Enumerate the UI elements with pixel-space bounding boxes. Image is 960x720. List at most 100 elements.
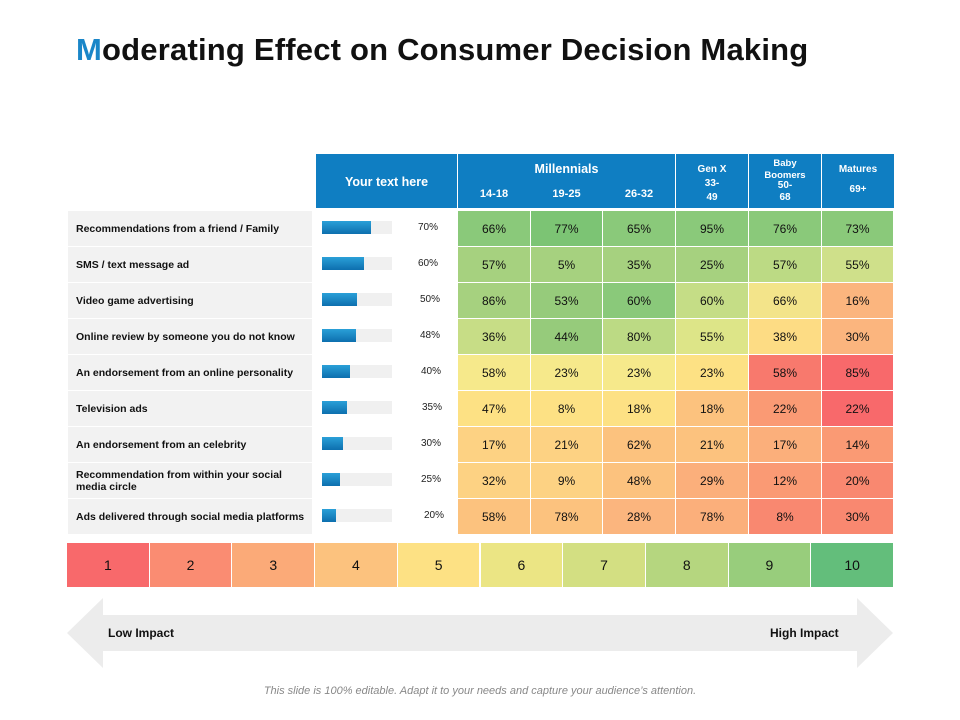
title-first-letter: M <box>76 32 103 67</box>
row-percent: 20% <box>423 510 444 521</box>
table-cell: 62% <box>603 427 676 463</box>
table-cell: 9% <box>531 463 603 499</box>
table-cell: 73% <box>822 211 894 247</box>
header-bb-l1: Baby <box>773 158 797 169</box>
row-bar-fill <box>322 437 343 450</box>
row-bar-track <box>322 257 392 270</box>
row-bar-track <box>322 473 392 486</box>
header-genx-l2: 33- <box>704 178 720 189</box>
scale-step-6: 6 <box>480 543 564 587</box>
row-percent: 25% <box>420 474 441 485</box>
table-cell: 17% <box>458 427 531 463</box>
scale-step-4: 4 <box>315 543 398 587</box>
table-cell: 80% <box>603 319 676 355</box>
table-cell: 48% <box>603 463 676 499</box>
header-matures: Matures 69+ <box>822 154 894 208</box>
table-cell: 58% <box>749 355 822 391</box>
header-mat-l2: 69+ <box>849 184 867 195</box>
table-cell: 36% <box>458 319 531 355</box>
table-cell: 22% <box>749 391 822 427</box>
row-label: Television ads <box>68 391 312 426</box>
table-cell: 30% <box>822 499 894 535</box>
row-bar-track <box>322 365 392 378</box>
table-cell: 18% <box>603 391 676 427</box>
header-your-text-label: Your text here <box>344 175 429 189</box>
table-cell: 76% <box>749 211 822 247</box>
row-label: Online review by someone you do not know <box>68 319 312 354</box>
row-bar-fill <box>322 509 336 522</box>
table-cell: 66% <box>458 211 531 247</box>
table-cell: 8% <box>749 499 822 535</box>
high-impact-label: High Impact <box>770 626 839 640</box>
header-millennials-label: Millennials <box>534 162 599 176</box>
header-m3: 26-32 <box>624 188 654 200</box>
scale-step-7: 7 <box>563 543 646 587</box>
row-bar-track <box>322 221 392 234</box>
table-cell: 12% <box>749 463 822 499</box>
header-m2: 19-25 <box>552 188 581 200</box>
row-label: Video game advertising <box>68 283 312 318</box>
table-cell: 20% <box>822 463 894 499</box>
table-cell: 58% <box>458 499 531 535</box>
table-cell: 25% <box>676 247 749 283</box>
row-bar-fill <box>322 293 357 306</box>
row-percent: 35% <box>421 402 442 413</box>
row-bar-track <box>322 293 392 306</box>
table-cell: 16% <box>822 283 894 319</box>
table-cell: 44% <box>531 319 603 355</box>
impact-arrow <box>67 598 893 668</box>
header-bb-l2: Boomers <box>764 170 806 181</box>
row-label: SMS / text message ad <box>68 247 312 282</box>
table-cell: 86% <box>458 283 531 319</box>
row-bar-fill <box>322 329 356 342</box>
row-label: An endorsement from an online personalit… <box>68 355 312 390</box>
row-percent: 30% <box>420 438 441 449</box>
header-genx: Gen X 33- 49 <box>676 154 748 208</box>
row-bar-fill <box>322 365 350 378</box>
scale-step-2: 2 <box>149 543 233 587</box>
table-cell: 47% <box>458 391 531 427</box>
row-bar-track <box>322 329 392 342</box>
table-cell: 60% <box>676 283 749 319</box>
table-cell: 95% <box>676 211 749 247</box>
table-cell: 23% <box>676 355 749 391</box>
scale-step-10: 10 <box>811 543 894 587</box>
header-your-text: Your text here <box>316 154 457 208</box>
row-label: Ads delivered through social media platf… <box>68 499 312 534</box>
table-cell: 55% <box>676 319 749 355</box>
row-percent: 50% <box>419 294 440 305</box>
title-rest: oderating Effect on Consumer Decision Ma… <box>102 32 809 67</box>
table-cell: 85% <box>822 355 894 391</box>
table-cell: 55% <box>822 247 894 283</box>
scale-step-8: 8 <box>645 543 729 587</box>
row-percent: 70% <box>417 222 438 233</box>
table-cell: 32% <box>458 463 531 499</box>
row-label: Recommendations from a friend / Family <box>68 211 312 246</box>
table-cell: 18% <box>676 391 749 427</box>
row-bar-fill <box>322 221 371 234</box>
row-label: Recommendation from within your social m… <box>68 463 312 498</box>
table-cell: 57% <box>749 247 822 283</box>
table-cell: 23% <box>603 355 676 391</box>
header-genx-l1: Gen X <box>697 164 727 175</box>
row-bar-track <box>322 401 392 414</box>
table-cell: 22% <box>822 391 894 427</box>
table-cell: 65% <box>603 211 676 247</box>
header-baby-boomers: Baby Boomers 50- 68 <box>749 154 821 208</box>
header-millennials: Millennials 14-18 19-25 26-32 <box>458 154 675 208</box>
table-cell: 57% <box>458 247 531 283</box>
scale-step-1: 1 <box>67 543 150 587</box>
scale-step-5: 5 <box>397 543 481 587</box>
table-cell: 21% <box>531 427 603 463</box>
row-bar-fill <box>322 257 364 270</box>
row-bar-fill <box>322 401 347 414</box>
row-bar-track <box>322 509 392 522</box>
slide-title: Moderating Effect on Consumer Decision M… <box>76 32 808 68</box>
footer-note: This slide is 100% editable. Adapt it to… <box>263 685 697 697</box>
table-cell: 17% <box>749 427 822 463</box>
row-bar-fill <box>322 473 340 486</box>
table-cell: 23% <box>531 355 603 391</box>
header-bb-l4: 68 <box>779 192 791 203</box>
table-cell: 60% <box>603 283 676 319</box>
table-cell: 78% <box>676 499 749 535</box>
